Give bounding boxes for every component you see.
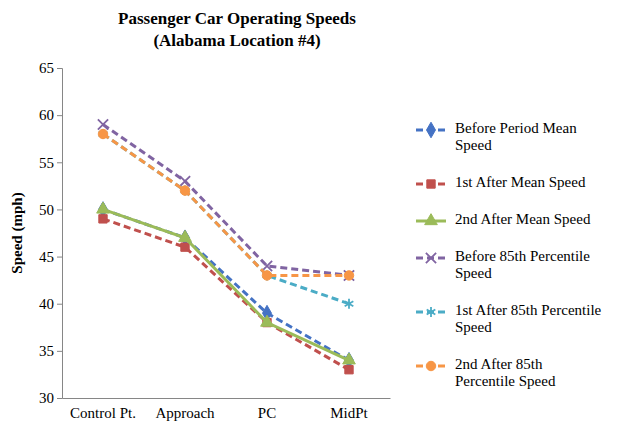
series-line (103, 219, 349, 370)
y-tick-mark (57, 162, 62, 163)
data-point (98, 119, 108, 129)
data-point (262, 271, 271, 280)
legend-marker (425, 214, 438, 225)
data-point (98, 129, 107, 138)
data-point (344, 270, 354, 280)
y-tick-mark (57, 115, 62, 116)
legend-label: 2nd After 85thPercentile Speed (455, 356, 556, 389)
legend-item: 1st After 85th PercentileSpeed (416, 302, 602, 335)
data-point (180, 176, 190, 186)
legend-marker (426, 361, 435, 370)
series-line (103, 134, 349, 275)
x-tick-label: MidPt (330, 405, 368, 421)
series (99, 215, 353, 374)
data-point (345, 366, 353, 374)
data-point (97, 202, 110, 213)
data-point (181, 243, 189, 251)
x-tick: MidPt (330, 398, 368, 421)
series (98, 129, 353, 280)
y-tick-mark (57, 304, 62, 305)
y-tick-label: 30 (39, 390, 54, 406)
x-axis-line (63, 398, 391, 399)
series (97, 202, 356, 364)
series-line (103, 125, 349, 276)
data-point (345, 299, 354, 309)
y-axis-title: Speed (mph) (9, 192, 26, 273)
plot-area (97, 119, 356, 373)
x-axis: Control Pt. Approach PC MidPt (63, 398, 391, 421)
legend: Before Period MeanSpeed 1st After Mean Sp… (416, 120, 602, 389)
data-point (181, 186, 190, 196)
y-tick-mark (57, 398, 62, 399)
legend-label: Before 85th PercentileSpeed (455, 248, 590, 281)
y-axis-line (57, 69, 63, 399)
y-tick-mark (57, 68, 62, 69)
data-point (261, 315, 274, 326)
legend-marker (427, 307, 436, 317)
y-tick-mark (57, 257, 62, 258)
data-point (99, 129, 108, 139)
data-point (99, 215, 107, 223)
y-tick-label: 35 (39, 343, 54, 359)
x-tick: PC (258, 398, 276, 421)
y-tick: 55 (39, 155, 62, 171)
legend-label: Before Period MeanSpeed (455, 120, 577, 153)
y-tick: 35 (39, 343, 62, 359)
x-tick-label: PC (258, 405, 276, 421)
y-tick: 40 (39, 296, 62, 312)
x-tick-label: Control Pt. (70, 405, 136, 421)
y-tick-label: 65 (39, 60, 54, 76)
data-point (343, 353, 356, 364)
y-tick-mark (57, 209, 62, 210)
y-tick: 45 (39, 249, 62, 265)
chart: Passenger Car Operating Speeds (Alabama L… (0, 0, 636, 435)
series-line (103, 134, 349, 304)
x-tick-label: Approach (155, 405, 215, 421)
y-tick-label: 55 (39, 155, 54, 171)
data-point (344, 271, 353, 280)
y-tick: 50 (39, 202, 62, 218)
y-tick-label: 40 (39, 296, 54, 312)
series (98, 119, 354, 280)
y-axis: 30 35 40 45 50 55 60 65 (39, 60, 63, 406)
legend-marker (427, 122, 436, 138)
legend-marker (426, 253, 436, 263)
title: Passenger Car Operating Speeds (118, 9, 356, 28)
series (99, 202, 354, 368)
y-tick-mark (57, 351, 62, 352)
subtitle: (Alabama Location #4) (153, 31, 320, 50)
y-tick-label: 45 (39, 249, 54, 265)
legend-marker (427, 180, 435, 188)
legend-item: 1st After Mean Speed (416, 174, 586, 190)
legend-label: 2nd After Mean Speed (455, 211, 591, 227)
series (99, 129, 354, 309)
legend-label: 1st After Mean Speed (455, 174, 586, 190)
y-tick-label: 50 (39, 202, 54, 218)
legend-item: Before 85th PercentileSpeed (416, 248, 590, 281)
x-tick: Approach (155, 398, 215, 421)
data-point (263, 270, 272, 280)
y-tick: 65 (39, 60, 62, 76)
y-tick: 60 (39, 107, 62, 123)
legend-item: 2nd After 85thPercentile Speed (416, 356, 556, 389)
legend-item: 2nd After Mean Speed (416, 211, 591, 227)
legend-label: 1st After 85th PercentileSpeed (455, 302, 602, 335)
y-tick: 30 (39, 390, 62, 406)
data-point (180, 186, 189, 195)
x-tick: Control Pt. (70, 398, 136, 421)
y-tick-label: 60 (39, 107, 54, 123)
legend-item: Before Period MeanSpeed (416, 120, 577, 153)
data-point (179, 230, 192, 241)
